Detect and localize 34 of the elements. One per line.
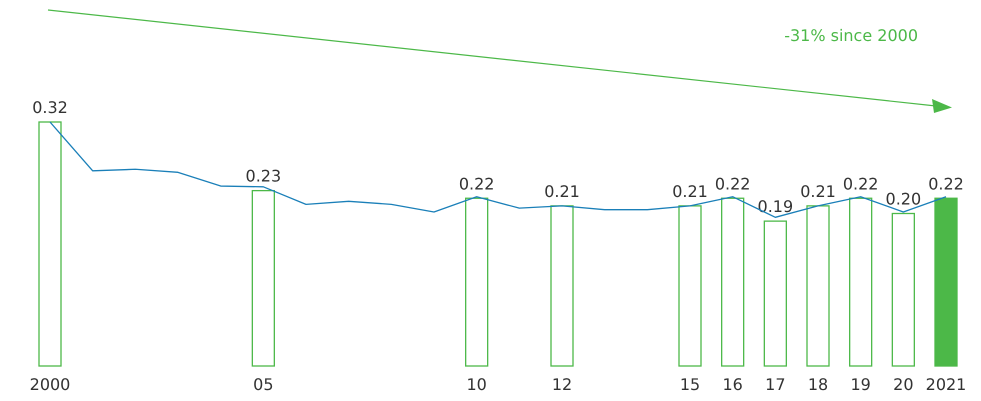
x-tick-label: 16 (722, 375, 743, 394)
x-tick-label: 18 (808, 375, 828, 394)
x-tick-label: 2000 (30, 375, 70, 394)
bar (678, 205, 702, 367)
bar (38, 121, 62, 367)
text: -31% since 2000 (784, 26, 918, 45)
x-tick-label: 12 (552, 375, 572, 394)
bar (252, 190, 275, 367)
data-label: 0.22 (458, 174, 494, 194)
bar (550, 205, 574, 367)
bar (892, 212, 915, 367)
bar (806, 205, 830, 367)
bar (465, 198, 488, 367)
data-label: 0.20 (886, 190, 922, 208)
x-tick-label: 10 (466, 375, 487, 394)
data-label: 0.32 (32, 98, 68, 117)
bar (849, 198, 872, 367)
x-tick-label: 19 (850, 375, 871, 394)
x-tick-label: 05 (253, 375, 274, 394)
x-tick-label: 17 (765, 375, 786, 394)
x-tick-label: 15 (680, 375, 700, 394)
data-label: 0.22 (714, 174, 750, 194)
bar (721, 198, 744, 367)
bar (934, 198, 958, 367)
data-label: 0.21 (672, 182, 708, 201)
data-label: 0.22 (842, 174, 878, 194)
bar (764, 220, 787, 367)
data-label: 0.23 (246, 166, 282, 186)
x-tick-label: 20 (893, 375, 914, 394)
x-tick-label: 2021 (926, 375, 966, 394)
data-label: 0.19 (758, 197, 794, 216)
data-label: 0.22 (928, 174, 964, 194)
data-label: 0.21 (800, 182, 836, 201)
data-label: 0.21 (544, 182, 580, 201)
